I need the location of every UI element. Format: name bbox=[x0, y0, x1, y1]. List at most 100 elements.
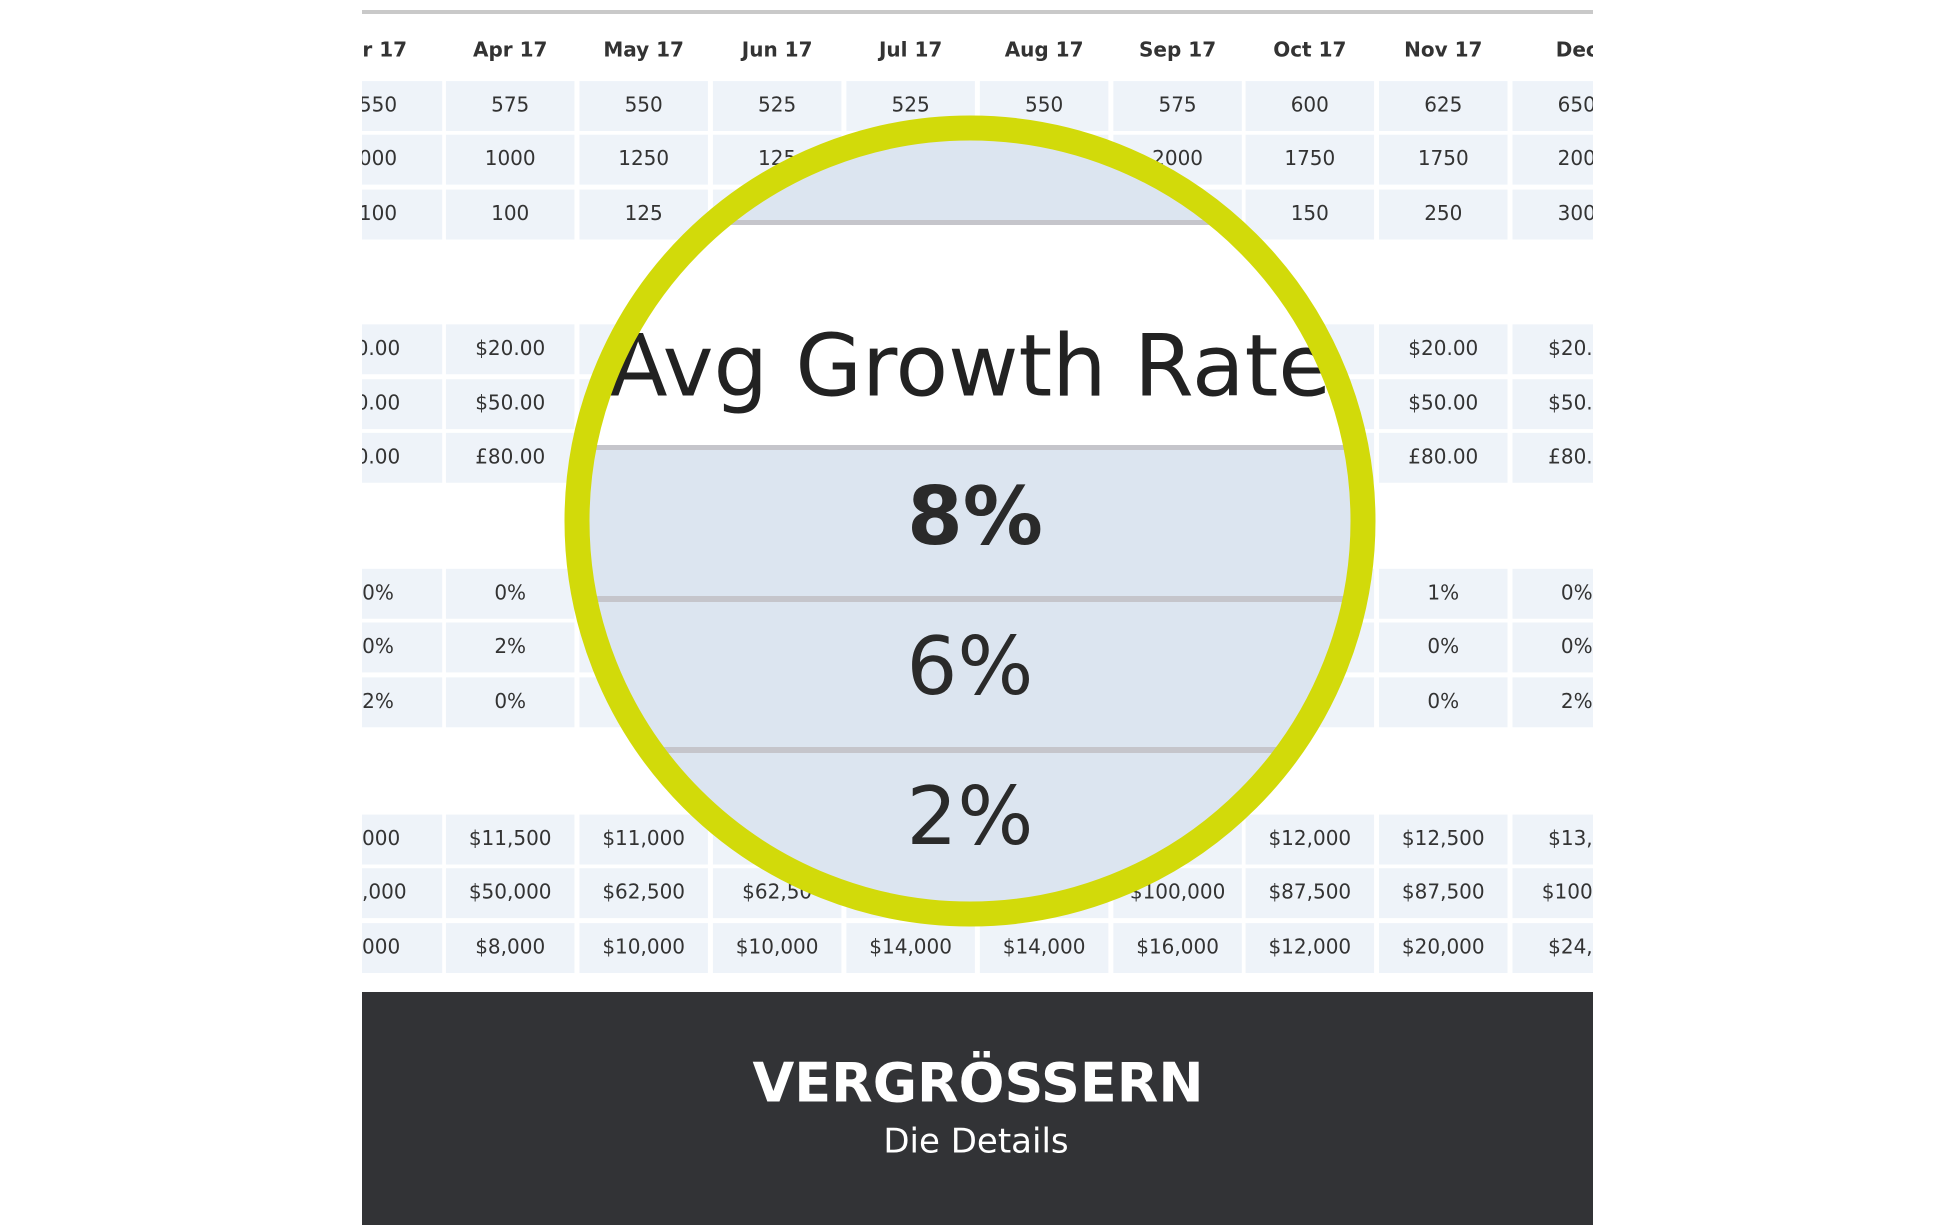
cell-text: 000 bbox=[359, 146, 397, 170]
cell bbox=[1379, 923, 1508, 973]
cell-text: 0.00 bbox=[356, 391, 401, 415]
cell bbox=[445, 622, 575, 673]
cell-text: £80.0 bbox=[1548, 444, 1605, 468]
cell-text: 100 bbox=[359, 201, 397, 225]
cell bbox=[1379, 81, 1508, 131]
cell bbox=[579, 81, 708, 131]
cell bbox=[1512, 379, 1593, 430]
cell bbox=[1379, 189, 1508, 240]
column-header: Dec bbox=[1556, 38, 1598, 62]
cell bbox=[1113, 923, 1242, 973]
lens-value: 6% bbox=[907, 620, 1034, 713]
cell-text: $20.0 bbox=[1548, 336, 1605, 360]
cell-text: 0,000 bbox=[349, 880, 406, 904]
cell-text: 625 bbox=[1424, 93, 1462, 117]
column-header: Aug 17 bbox=[1005, 38, 1084, 62]
cell-text: 150 bbox=[1291, 201, 1329, 225]
cell-text: $10,000 bbox=[602, 935, 685, 959]
column-header: Oct 17 bbox=[1273, 38, 1346, 62]
cell-text: 550 bbox=[359, 93, 397, 117]
cell-text: $87,500 bbox=[1402, 880, 1485, 904]
cell-text: 200 bbox=[1558, 146, 1596, 170]
cell-text: 550 bbox=[625, 93, 663, 117]
cell bbox=[362, 868, 443, 919]
cell-text: 1750 bbox=[1418, 146, 1469, 170]
cell-text: 2% bbox=[362, 689, 394, 713]
cell-text: 0.00 bbox=[356, 444, 401, 468]
cell-text: 1750 bbox=[1284, 146, 1335, 170]
cell bbox=[445, 134, 575, 185]
cell bbox=[979, 923, 1109, 973]
cell bbox=[445, 568, 575, 619]
cell bbox=[1512, 324, 1593, 375]
cell-text: $50.00 bbox=[1408, 391, 1478, 415]
cell bbox=[362, 134, 443, 185]
cell bbox=[1512, 432, 1593, 483]
cell-text: 0% bbox=[1427, 634, 1459, 658]
cell-text: $50.00 bbox=[475, 391, 545, 415]
cell bbox=[1245, 868, 1375, 919]
cell-text: 1250 bbox=[618, 146, 669, 170]
cell-text: 300 bbox=[1558, 201, 1596, 225]
cell bbox=[579, 814, 708, 865]
cell-text: $11,500 bbox=[469, 826, 552, 850]
cell bbox=[1379, 622, 1508, 673]
cell bbox=[1379, 868, 1508, 919]
band bbox=[572, 450, 1368, 596]
cell bbox=[579, 868, 708, 919]
cell bbox=[445, 379, 575, 430]
cell bbox=[445, 432, 575, 483]
cell-text: $12,000 bbox=[1268, 935, 1351, 959]
cell bbox=[362, 923, 443, 973]
cell bbox=[1512, 923, 1593, 973]
column-header: May 17 bbox=[603, 38, 684, 62]
cell-text: 0% bbox=[1427, 689, 1459, 713]
cell-text: $8,000 bbox=[475, 935, 545, 959]
header-area bbox=[572, 225, 1368, 445]
cell bbox=[362, 81, 443, 131]
cell-text: $13,0 bbox=[1548, 826, 1605, 850]
lens-ring bbox=[564, 115, 1376, 927]
cell bbox=[445, 868, 575, 919]
cell bbox=[1245, 134, 1375, 185]
footer-subtitle: Die Details bbox=[883, 1122, 1068, 1162]
cell-text: 125 bbox=[625, 201, 663, 225]
cell bbox=[1379, 432, 1508, 483]
cell bbox=[362, 568, 443, 619]
cell bbox=[1245, 81, 1375, 131]
cell-text: £80.00 bbox=[475, 444, 545, 468]
cell-text: $20,000 bbox=[1402, 935, 1485, 959]
cell-text: $20.00 bbox=[1408, 336, 1478, 360]
cell-text: 550 bbox=[1025, 93, 1063, 117]
cell-text: 0% bbox=[494, 689, 526, 713]
cell-text: $10,000 bbox=[736, 935, 819, 959]
cell-text: $11,000 bbox=[602, 826, 685, 850]
cell-text: 650 bbox=[1558, 93, 1596, 117]
column-header: Jul 17 bbox=[877, 38, 942, 62]
cell bbox=[1379, 134, 1508, 185]
cell bbox=[579, 134, 708, 185]
cell-text: $16,000 bbox=[1136, 935, 1219, 959]
footer bbox=[362, 992, 1593, 1225]
cell bbox=[1379, 379, 1508, 430]
lens-title: Avg Growth Rate bbox=[609, 316, 1331, 416]
cell bbox=[1512, 677, 1593, 728]
cell-text: $87,500 bbox=[1268, 880, 1351, 904]
cell bbox=[445, 189, 575, 240]
cell bbox=[1512, 868, 1593, 919]
cell-text: $24,0 bbox=[1548, 935, 1605, 959]
cell-text: $20.00 bbox=[475, 336, 545, 360]
cell-text: 2% bbox=[494, 634, 526, 658]
cell-text: 2% bbox=[1561, 689, 1593, 713]
cell bbox=[1512, 622, 1593, 673]
cell-text: $62,500 bbox=[602, 880, 685, 904]
lens-value: 2% bbox=[907, 770, 1034, 863]
cell-text: $50.0 bbox=[1548, 391, 1605, 415]
separator bbox=[572, 596, 1368, 602]
cell-text: 0% bbox=[1561, 634, 1593, 658]
cell bbox=[712, 81, 842, 131]
cell bbox=[362, 189, 443, 240]
cell-text: $100,0 bbox=[1542, 880, 1612, 904]
